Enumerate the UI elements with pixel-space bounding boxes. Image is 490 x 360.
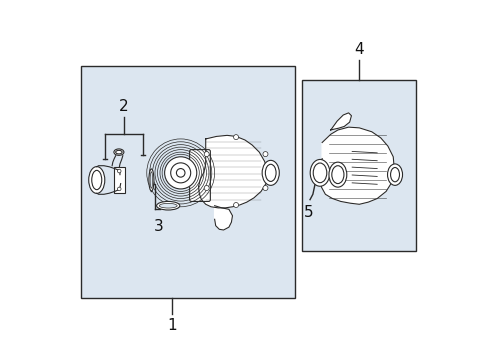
FancyBboxPatch shape [190, 150, 210, 202]
Bar [114, 167, 124, 193]
Polygon shape [331, 113, 351, 130]
Text: 4: 4 [354, 42, 364, 57]
Bar [81, 66, 295, 298]
Text: 2: 2 [119, 99, 129, 114]
Ellipse shape [329, 162, 347, 187]
Text: 3: 3 [154, 219, 164, 234]
Ellipse shape [391, 167, 399, 182]
Ellipse shape [159, 203, 177, 208]
Circle shape [234, 135, 239, 140]
Circle shape [204, 185, 209, 190]
Ellipse shape [114, 149, 124, 156]
Ellipse shape [157, 202, 180, 210]
Text: 5: 5 [304, 205, 314, 220]
Text: 1: 1 [167, 318, 176, 333]
Circle shape [165, 157, 197, 189]
Circle shape [171, 163, 191, 183]
Circle shape [263, 152, 268, 157]
Ellipse shape [262, 160, 279, 185]
Circle shape [263, 185, 268, 190]
Circle shape [204, 152, 209, 157]
Polygon shape [321, 127, 394, 204]
Bar [302, 80, 416, 251]
Polygon shape [198, 135, 268, 208]
Ellipse shape [89, 167, 105, 193]
Ellipse shape [149, 169, 154, 191]
Ellipse shape [150, 172, 153, 188]
Ellipse shape [92, 170, 102, 190]
Circle shape [118, 169, 121, 173]
Ellipse shape [332, 166, 344, 184]
Circle shape [234, 203, 239, 207]
Ellipse shape [310, 159, 330, 186]
Ellipse shape [313, 163, 327, 183]
Circle shape [118, 187, 121, 191]
Polygon shape [215, 206, 232, 230]
Ellipse shape [116, 150, 122, 154]
Circle shape [176, 168, 185, 177]
Ellipse shape [266, 164, 276, 181]
Ellipse shape [388, 164, 402, 185]
